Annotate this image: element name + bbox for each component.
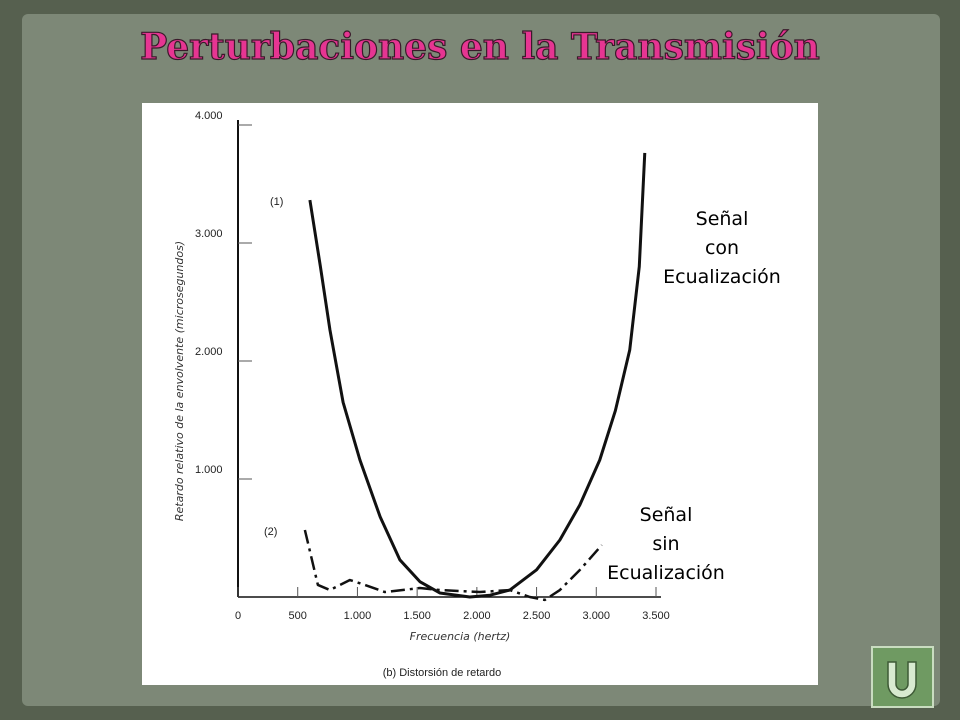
slide-title: Perturbaciones en la Transmisión bbox=[140, 26, 820, 68]
chart: 1.000 2.000 3.000 4.000 0 500 1.000 1.500 2.000 2… bbox=[173, 110, 781, 679]
x-tick-label: 1.000 bbox=[344, 610, 372, 622]
button-icon[interactable] bbox=[887, 661, 917, 699]
x-tick-label: 500 bbox=[289, 610, 307, 622]
series-line bbox=[308, 152, 647, 599]
y-tick-label: 4.000 bbox=[195, 110, 223, 122]
back-button[interactable] bbox=[871, 646, 934, 708]
annotation: Señal con Ecualización bbox=[663, 208, 781, 288]
x-tick-label: 2.500 bbox=[523, 610, 551, 622]
annotation: Señal sin Ecualización bbox=[607, 504, 725, 584]
y-tick-label: 3.000 bbox=[195, 228, 223, 240]
series-label: (1) bbox=[270, 196, 283, 208]
series-label: (2) bbox=[264, 526, 277, 538]
x-tick-label: 1.500 bbox=[403, 610, 431, 622]
y-tick-label: 2.000 bbox=[195, 346, 223, 358]
y-axis-label: Retardo relativo de la envolvente (micro… bbox=[173, 241, 186, 521]
series-line bbox=[303, 529, 603, 602]
x-tick-label: 3.500 bbox=[642, 610, 670, 622]
y-tick-label: 1.000 bbox=[195, 464, 223, 476]
caption: (b) Distorsión de retardo bbox=[383, 667, 502, 679]
x-tick-label: 3.000 bbox=[583, 610, 611, 622]
x-axis-label: Frecuencia (hertz) bbox=[410, 630, 511, 643]
x-tick-label: 2.000 bbox=[463, 610, 491, 622]
x-tick-label: 0 bbox=[235, 610, 241, 622]
chart-area bbox=[142, 103, 818, 685]
